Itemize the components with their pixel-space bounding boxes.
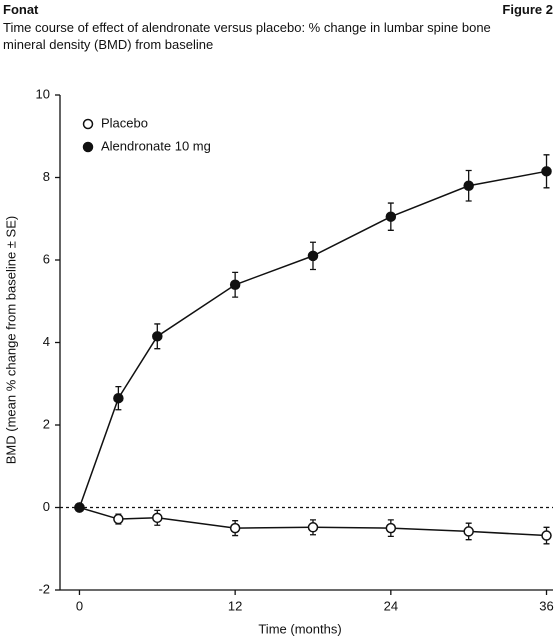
x-tick-label: 0 <box>76 598 83 613</box>
header-right: Figure 2 <box>502 2 553 17</box>
data-point <box>113 392 124 404</box>
data-point <box>541 166 552 177</box>
y-tick-label: 2 <box>43 416 50 431</box>
data-point <box>463 180 474 191</box>
data-point <box>74 502 85 513</box>
data-point <box>229 279 241 290</box>
data-point <box>463 526 474 537</box>
series-line <box>79 506 547 537</box>
data-point <box>385 211 397 222</box>
legend-marker <box>82 141 94 153</box>
data-point <box>229 522 241 534</box>
header: Fonat Figure 2 Time course of effect of a… <box>3 2 553 53</box>
series-line <box>78 170 547 508</box>
y-tick-label: 4 <box>43 334 50 349</box>
x-tick-label: 24 <box>384 598 398 613</box>
legend-label: Alendronate 10 mg <box>101 138 211 153</box>
data-point <box>113 513 124 525</box>
data-point <box>385 522 397 534</box>
data-point <box>152 512 163 524</box>
data-point <box>541 530 552 541</box>
header-left: Fonat <box>3 2 39 17</box>
y-tick-label: -2 <box>38 581 50 596</box>
x-axis-label: Time (months) <box>258 621 341 636</box>
data-point <box>307 522 319 533</box>
data-point <box>152 331 163 342</box>
y-tick-label: 6 <box>43 251 50 266</box>
y-tick-label: 0 <box>43 499 50 514</box>
x-tick-label: 12 <box>228 598 242 613</box>
y-tick-label: 10 <box>36 86 50 101</box>
data-point <box>307 250 319 262</box>
y-tick-label: 8 <box>43 169 50 184</box>
legend-label: Placebo <box>101 115 148 130</box>
chart-title: Time course of effect of alendronate ver… <box>3 20 491 52</box>
x-tick-label: 36 <box>539 598 553 613</box>
y-axis-label: BMD (mean % change from baseline ± SE) <box>3 216 18 464</box>
legend-marker <box>82 118 94 130</box>
